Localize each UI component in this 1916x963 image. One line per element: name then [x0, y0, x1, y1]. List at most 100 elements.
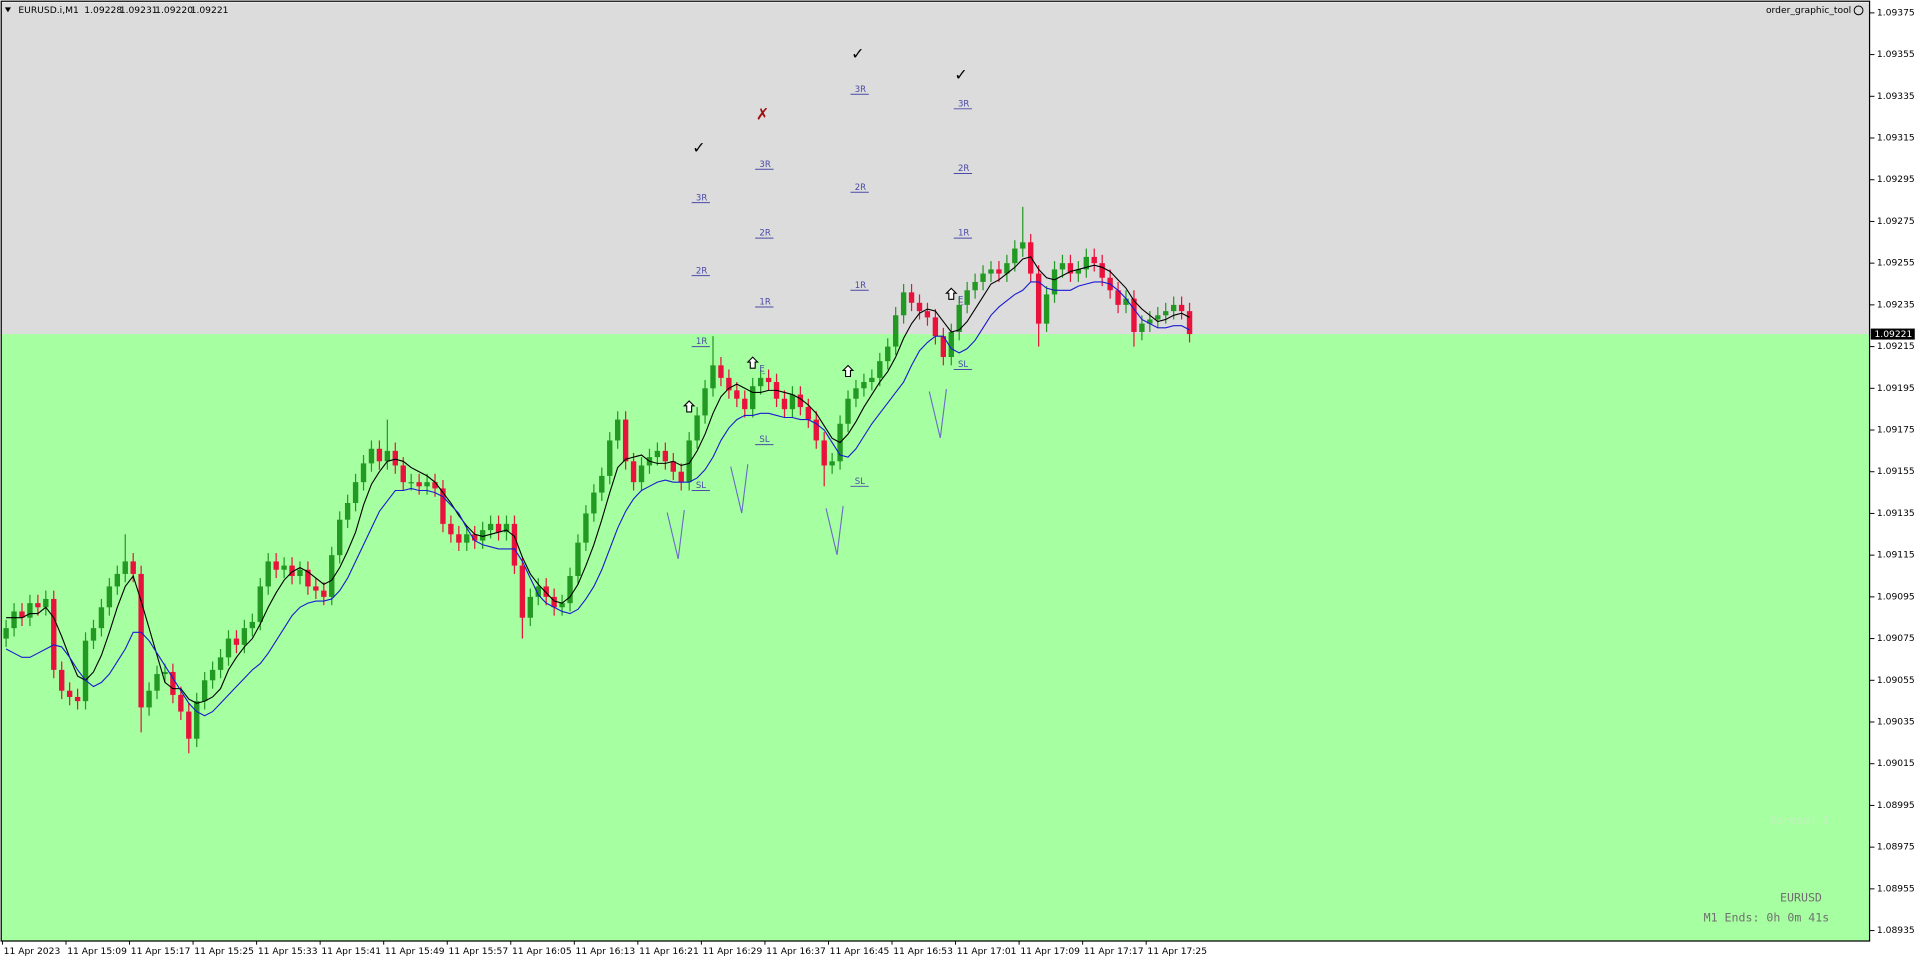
candle-body [122, 561, 128, 574]
candle-body [805, 407, 812, 420]
x-tick-label: 11 Apr 17:17 [1084, 946, 1144, 957]
candle-body [670, 461, 676, 472]
x-tick-label: 11 Apr 15:49 [385, 946, 445, 957]
candle-body [424, 482, 430, 487]
candle-body [575, 542, 581, 577]
level-label: E [958, 295, 963, 305]
candle-body [996, 269, 1002, 274]
trade-setup: SL 1R 2R 3R ✓ [825, 44, 869, 555]
indicator-name: order_graphic_tool [1766, 5, 1851, 16]
candle-body [1131, 298, 1137, 332]
y-tick-label: 1.09215 [1877, 341, 1915, 352]
y-tick-label: 1.09275 [1877, 216, 1915, 227]
x-tick-label: 11 Apr 16:37 [766, 946, 826, 957]
candle-body [662, 450, 669, 462]
x-tick-label: 11 Apr 2023 [4, 946, 61, 957]
y-tick-label: 1.09095 [1877, 591, 1915, 602]
candle-body [1147, 319, 1153, 324]
chart-layer: SL 1R 2R 3R ✓ E SL 1R 2R 3R ✗ SL 1R 2R 3R ✓ E SL 1R 2R 3R ✓ [3, 44, 1193, 754]
x-tick-label: 11 Apr 15:41 [321, 946, 381, 957]
level-label: E [759, 364, 764, 374]
indicator-icon[interactable] [1853, 5, 1864, 16]
candle-body [877, 361, 883, 378]
candle-body [757, 377, 764, 387]
stop-v [825, 505, 844, 555]
candle-body [3, 628, 9, 639]
candle-body [861, 382, 867, 389]
candle-body [1051, 269, 1058, 295]
candle-body [980, 273, 986, 282]
level-label: 2R [855, 183, 866, 193]
level-label: 1R [855, 281, 866, 291]
candle-body [1083, 256, 1089, 270]
candle-body [1170, 304, 1177, 312]
candle-body [543, 586, 549, 597]
plot-background [1, 2, 1870, 942]
candle-body [487, 523, 494, 531]
plot-border [0, 0, 1871, 942]
candle-body [416, 482, 422, 487]
candle-body [1139, 323, 1145, 332]
candle-body [654, 450, 661, 458]
candle-body [869, 377, 875, 383]
bid-label: 1.09221 [1874, 329, 1912, 340]
y-tick-label: 1.08995 [1877, 800, 1915, 811]
candle-body [1155, 315, 1161, 320]
candle-body [130, 561, 136, 574]
candle-body [535, 586, 541, 597]
y-tick-label: 1.09035 [1877, 717, 1915, 728]
candle-body [432, 482, 438, 489]
candle-body [170, 671, 176, 695]
level-label: SL [958, 360, 968, 370]
candle-body [1059, 263, 1066, 270]
candle-body [845, 398, 851, 424]
candle-body [1178, 304, 1185, 312]
stop-v [928, 389, 947, 439]
candle-body [813, 419, 819, 441]
candle-body [35, 603, 41, 608]
candle-body [916, 302, 923, 312]
candle-body [1028, 242, 1034, 274]
candle-body [19, 611, 25, 618]
y-tick-label: 1.09075 [1877, 633, 1915, 644]
candle-body [734, 390, 740, 399]
candle-body [456, 534, 462, 543]
candle-body [1075, 269, 1082, 274]
candle-body [519, 565, 526, 618]
candle-body [305, 569, 311, 587]
candle-body [74, 696, 81, 702]
candle-body [527, 596, 534, 618]
candle-body [599, 475, 605, 493]
y-tick-label: 1.09355 [1877, 49, 1915, 60]
menu-triangle[interactable] [4, 7, 11, 13]
candle-body [1163, 311, 1169, 316]
y-tick-label: 1.09255 [1877, 258, 1915, 269]
candle-body [615, 419, 621, 441]
candle-body [178, 694, 184, 712]
bid-label-box [1870, 328, 1915, 340]
candle-body [607, 440, 613, 476]
level-label: SL [696, 481, 706, 491]
candle-body [892, 315, 899, 347]
level-label: 3R [696, 193, 707, 203]
level-label: 3R [759, 160, 770, 170]
candle-body [1115, 290, 1121, 305]
candle-body [201, 680, 208, 702]
candle-body [551, 596, 557, 608]
candle-body [503, 523, 510, 533]
candle-body [51, 598, 57, 670]
candle-body [194, 701, 200, 739]
candle-body [209, 669, 216, 681]
candle-body [448, 523, 454, 535]
x-tick-label: 11 Apr 15:09 [67, 946, 127, 957]
candle-body [972, 281, 978, 291]
candle-body [27, 603, 33, 618]
y-tick-label: 1.09015 [1877, 758, 1915, 769]
candle-body [464, 534, 470, 543]
candle-body [313, 586, 319, 591]
candle-body [106, 586, 113, 608]
candle-body [789, 394, 796, 410]
stop-v [666, 509, 685, 560]
open-price: 1.09228 [84, 5, 122, 16]
